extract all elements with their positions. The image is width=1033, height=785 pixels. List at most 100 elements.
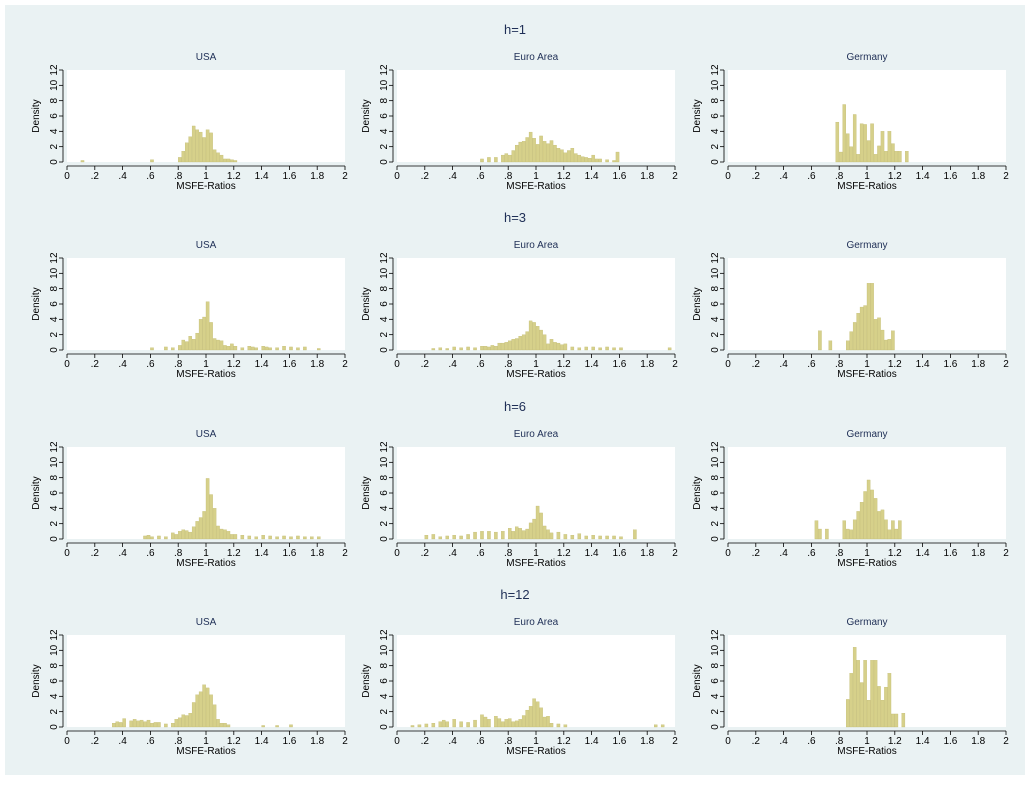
histogram-bar	[191, 526, 196, 540]
histogram-bar	[212, 338, 217, 351]
histogram-bar	[247, 535, 252, 540]
histogram-bar	[859, 682, 864, 728]
histogram-bar	[884, 151, 888, 163]
panel-title: USA	[196, 240, 217, 251]
histogram-bar	[191, 125, 196, 163]
x-tick-label: .2	[752, 548, 761, 559]
histogram-bar	[535, 326, 540, 351]
histogram-bar	[828, 340, 833, 351]
y-tick-label: 10	[379, 267, 390, 279]
x-tick-label: 0	[725, 171, 731, 182]
x-tick-label: .4	[448, 736, 457, 747]
histogram-bar	[216, 525, 220, 540]
histogram-bar	[164, 346, 168, 351]
x-tick-label: 1	[864, 359, 870, 370]
x-tick-label: .6	[807, 548, 816, 559]
histogram-bar	[842, 104, 846, 163]
panel-germany-h6: Germany 0 2 4 6 8 10 12 0 .2 .4 .6 .8 1 1.2 1.4 1.6 1.8 2 M…	[692, 429, 1009, 569]
histogram-bar	[466, 722, 470, 728]
histogram-bar	[504, 719, 509, 728]
histogram-bar	[870, 283, 874, 351]
histogram-bar	[268, 347, 272, 351]
panel-title: Euro Area	[514, 240, 559, 251]
y-tick-label: 0	[379, 347, 390, 353]
histogram-bar	[251, 346, 255, 351]
x-tick-label: .4	[779, 736, 788, 747]
histogram-bar	[275, 347, 279, 351]
y-tick-label: 12	[710, 629, 721, 641]
x-tick-label: 1.4	[916, 359, 930, 370]
panel-germany-h1: Germany 0 2 4 6 8 10 12 0 .2 .4 .6 .8 1 1.2 1.4 1.6 1.8 2 M…	[692, 52, 1009, 192]
histogram-bar	[202, 316, 206, 351]
histogram-bar	[814, 520, 819, 540]
x-tick-label: .4	[118, 548, 127, 559]
histogram-bar	[818, 330, 822, 351]
histogram-bar	[514, 144, 519, 163]
histogram-bar	[877, 686, 881, 728]
histogram-bar	[487, 719, 491, 728]
histogram-bar	[508, 340, 512, 351]
histogram-bar	[181, 339, 186, 351]
histogram-bar	[497, 342, 502, 351]
histogram-bar	[198, 131, 203, 163]
histogram-bar	[497, 718, 502, 728]
x-tick-label: 1.4	[585, 736, 599, 747]
histogram-bar	[487, 346, 491, 351]
x-tick-label: 0	[64, 359, 70, 370]
x-tick-label: 1.8	[971, 359, 985, 370]
y-tick-label: 12	[49, 441, 60, 453]
x-tick-label: 2	[1003, 359, 1009, 370]
y-tick-label: 6	[710, 678, 721, 684]
y-axis-label: Density	[31, 476, 42, 509]
histogram-bar	[894, 151, 899, 163]
histogram-bar	[856, 313, 860, 351]
panel-title: Germany	[846, 429, 887, 440]
histogram-bar	[570, 535, 575, 540]
histogram-bar	[521, 141, 526, 163]
histogram-bar	[112, 723, 116, 728]
histogram-bar	[438, 721, 443, 728]
histogram-bar	[514, 720, 519, 728]
histogram-bar	[556, 723, 561, 728]
histogram-bar	[852, 114, 857, 163]
histogram-bar	[473, 347, 477, 351]
x-tick-label: 0	[725, 359, 731, 370]
x-tick-label: 0	[394, 736, 400, 747]
histogram-bar	[296, 347, 300, 351]
x-tick-label: 1.6	[943, 171, 957, 182]
histogram-bar	[80, 160, 85, 163]
y-tick-label: 2	[379, 520, 390, 526]
histogram-bar	[282, 535, 286, 540]
histogram-bar	[424, 535, 429, 540]
histogram-bar	[884, 686, 888, 728]
histogram-bar	[226, 531, 231, 540]
y-tick-label: 10	[710, 644, 721, 656]
histogram-bar	[605, 346, 609, 351]
histogram-bar	[438, 347, 443, 351]
histogram-bar	[508, 154, 512, 163]
histogram-bar	[863, 124, 867, 163]
horizon-title: h=6	[504, 399, 526, 414]
y-axis-label: Density	[692, 99, 703, 132]
y-tick-label: 6	[49, 490, 60, 496]
histogram-bar	[880, 509, 885, 540]
histogram-bar	[894, 528, 899, 540]
histogram-bar	[508, 528, 512, 540]
histogram-bar	[598, 347, 602, 351]
histogram-bar	[296, 535, 300, 540]
histogram-bar	[115, 721, 119, 728]
y-tick-label: 2	[49, 143, 60, 149]
histogram-bar	[535, 505, 540, 540]
histogram-bar	[581, 156, 585, 163]
histogram-bar	[859, 123, 864, 163]
x-axis-label: MSFE-Ratios	[506, 369, 565, 380]
x-tick-label: .4	[118, 359, 127, 370]
y-tick-label: 10	[710, 456, 721, 468]
histogram-bar	[591, 154, 595, 163]
histogram-bar	[209, 132, 213, 163]
histogram-bar	[591, 535, 595, 540]
x-tick-label: 2	[672, 171, 678, 182]
panel-usa-h6: USA 0 2 4 6 8 10 12 0 .2 .4 .6 .8 1 1.2 1.4 1.6 1.8 2 MSFE-…	[31, 429, 348, 569]
histogram-bar	[219, 723, 224, 728]
x-tick-label: 1.8	[640, 359, 654, 370]
